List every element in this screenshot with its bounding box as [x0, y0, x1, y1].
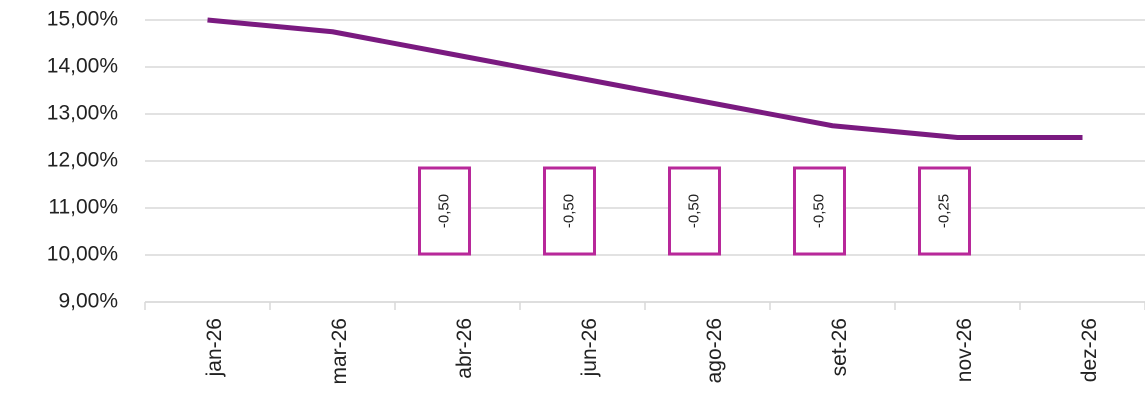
annotation-box — [418, 166, 471, 256]
line — [207, 17, 1083, 140]
y-tick-label: 10,00% — [47, 243, 118, 266]
annotation-label: -0,50 — [435, 194, 452, 228]
annotation-label: -0,50 — [685, 194, 702, 228]
annotation-box — [543, 166, 596, 256]
x-tick-label: mar-26 — [328, 318, 351, 385]
y-tick-label: 11,00% — [48, 196, 118, 219]
x-tick-label: dez-26 — [1078, 318, 1101, 382]
annotation-label: -0,50 — [810, 194, 827, 228]
annotation-box — [918, 166, 971, 256]
y-tick-label: 9,00% — [58, 290, 118, 313]
annotation-label: -0,25 — [935, 194, 952, 228]
y-tick-label: 12,00% — [47, 149, 118, 172]
x-tick-label: abr-26 — [453, 318, 476, 379]
x-tick-label: nov-26 — [953, 318, 976, 382]
annotation-box — [793, 166, 846, 256]
y-tick-label: 14,00% — [47, 55, 118, 78]
y-tick-label: 15,00% — [47, 8, 118, 31]
x-tick-label: jun-26 — [578, 318, 601, 377]
annotation-box — [668, 166, 721, 256]
annotation-label: -0,50 — [560, 194, 577, 228]
x-tick-label: set-26 — [828, 318, 851, 376]
x-tick-label: jan-26 — [203, 318, 226, 377]
y-tick-label: 13,00% — [47, 102, 118, 125]
x-tick-label: ago-26 — [703, 318, 726, 383]
